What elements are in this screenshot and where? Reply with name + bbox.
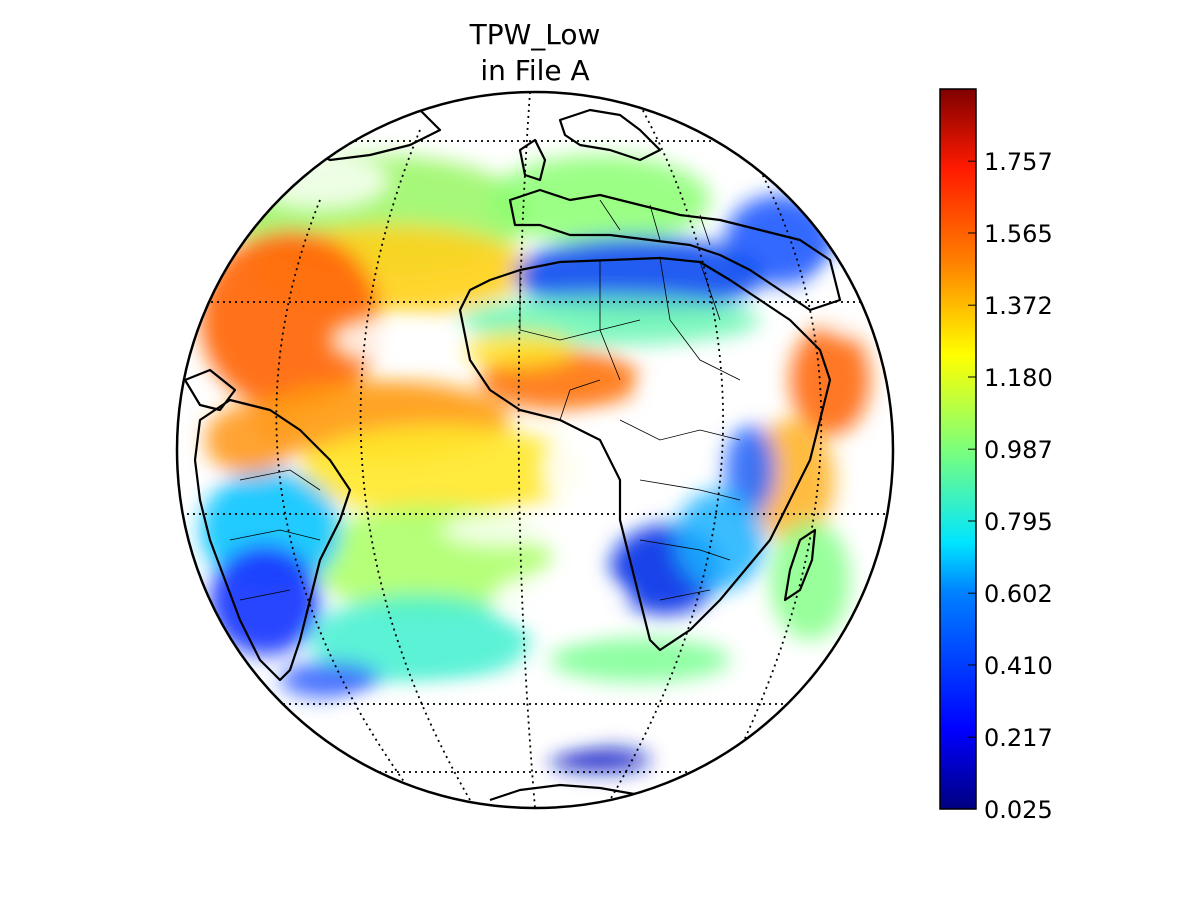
coastline-antarctica bbox=[489, 783, 641, 802]
no-data-regions bbox=[250, 150, 875, 755]
field-south-america-blue bbox=[210, 545, 320, 655]
field-indian-ocean-green bbox=[770, 520, 850, 640]
colorbar-tick-label: 0.025 bbox=[984, 796, 1053, 824]
colorbar-tick-label: 0.987 bbox=[984, 436, 1053, 464]
globe-outline bbox=[175, 90, 895, 810]
field-south-atlantic-cyan bbox=[310, 595, 530, 685]
colorbar-tick-label: 0.217 bbox=[984, 724, 1053, 752]
globe bbox=[175, 90, 895, 810]
colorbar: 1.757 1.565 1.372 1.180 0.987 0.795 0.602 0.410… bbox=[939, 88, 1053, 824]
coastline-europe bbox=[508, 188, 842, 312]
map-title-line1: TPW_Low bbox=[469, 18, 601, 51]
coastline-central-america bbox=[183, 368, 237, 412]
field-southern-africa-cyan bbox=[675, 490, 765, 590]
colorbar-tick-label: 0.602 bbox=[984, 580, 1053, 608]
coastline-south-america bbox=[193, 398, 352, 682]
colorbar-tick-label: 0.795 bbox=[984, 508, 1053, 536]
field-caribbean-orange bbox=[200, 230, 380, 410]
field-antarctic-blue bbox=[550, 748, 650, 772]
field-southern-ocean-green bbox=[550, 638, 730, 682]
colorbar-tick-label: 1.757 bbox=[984, 148, 1053, 176]
field-southern-ocean-blue bbox=[280, 662, 380, 698]
country-borders bbox=[229, 199, 741, 601]
colorbar-tick-label: 0.410 bbox=[984, 652, 1053, 680]
field-east-africa-blue bbox=[725, 425, 775, 515]
colorbar-tick-label: 1.180 bbox=[984, 364, 1053, 392]
colorbar-ticks: 1.757 1.565 1.372 1.180 0.987 0.795 0.602 0.410… bbox=[968, 148, 1053, 824]
coastline-madagascar bbox=[783, 528, 817, 602]
colorbar-tick-label: 1.565 bbox=[984, 220, 1053, 248]
field-south-america-north bbox=[205, 405, 295, 475]
map-title-line2: in File A bbox=[480, 54, 589, 87]
coastline-africa bbox=[458, 256, 832, 652]
field-tropical-atlantic-yellow bbox=[300, 425, 580, 515]
colorbar-tick-label: 1.372 bbox=[984, 292, 1053, 320]
field-sahel-cyan bbox=[460, 295, 760, 345]
coastline-uk bbox=[518, 138, 547, 182]
coastline-northern-europe bbox=[558, 108, 662, 162]
field-sahara-blue bbox=[515, 237, 765, 313]
data-field bbox=[200, 155, 870, 772]
